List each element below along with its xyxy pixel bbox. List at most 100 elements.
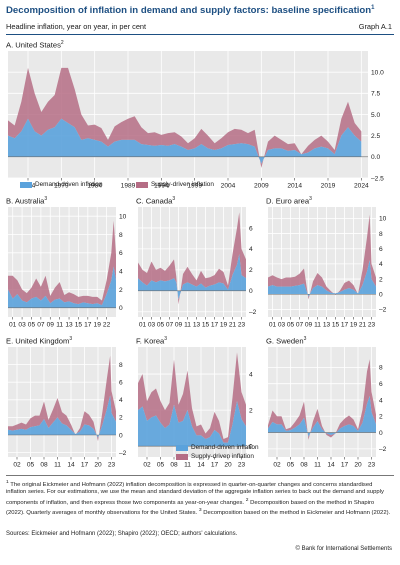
ytick-label-ea: 4 [379,261,383,268]
xtick-label-us: 2024 [354,183,369,190]
ytick-label-us: 2.5 [371,133,380,140]
xtick-label-se: 11 [314,462,321,469]
xtick-label-uk: 23 [108,462,116,469]
panel-title-se-text: G. Sweden [266,336,304,346]
panel-note-uk: 3 [69,336,73,342]
copyright: © Bank for International Settlements [295,546,392,552]
xtick-label-ca: 19 [220,322,228,329]
panel-title-us-text: A. United States [6,40,61,50]
ytick-label-ca: 0 [249,288,253,295]
series-area-supply-uk [8,355,116,442]
footnotes: 1 The original Eickmeier and Hofmann (20… [6,479,392,518]
xtick-label-se: 14 [327,462,335,469]
xtick-label-ca: 23 [238,322,246,329]
xtick-label-uk: 14 [67,462,75,469]
series-area-demand-au [8,266,116,308]
xtick-label-ca: 21 [229,322,237,329]
xtick-label-ca: 11 [184,322,191,329]
legend-supply-us: Supply-driven inflation [136,181,214,188]
plot-area-ca [138,207,246,317]
panel-note-au: 3 [44,196,48,202]
xtick-label-ea: 13 [323,322,331,329]
legend-label-supply-2: Supply-driven inflation [191,453,254,460]
xtick-label-ea: 17 [341,322,349,329]
footnote-3: Decomposition based on the method in Eic… [203,510,391,517]
panel-title-se: G. Sweden3 [266,336,306,346]
ytick-label-uk: –2 [119,450,127,457]
footnote-rule [6,475,394,476]
xtick-label-ea: 05 [287,322,295,329]
xtick-label-kr: 14 [197,462,205,469]
xtick-label-us: 1984 [87,183,102,190]
legend-label-supply: Supply-driven inflation [151,181,214,188]
xtick-label-au: 07 [37,322,45,329]
ytick-label-us: 0.0 [371,154,380,161]
xtick-label-au: 19 [94,322,102,329]
plot-area-uk [8,347,116,457]
chart-title-text: Decomposition of inflation in demand and… [6,5,372,17]
panel-title-au: B. Australia3 [6,196,47,206]
xtick-label-ea: 15 [332,322,340,329]
ytick-label-se: 2 [379,414,383,421]
ytick-label-us: –2.5 [371,175,384,182]
xtick-label-ca: 17 [211,322,219,329]
header-rule [6,34,394,35]
ytick-label-kr: 2 [249,407,253,414]
series-area-supply-us [8,67,362,168]
panel-title-kr: F. Korea3 [136,336,167,346]
xtick-label-se: 17 [341,462,349,469]
panel-title-ea-text: D. Euro area [266,196,310,206]
sources: Sources: Eickmeier and Hofmann (2022); S… [6,531,238,537]
ytick-label-se: 4 [379,397,383,404]
ytick-label-uk: 8 [119,362,123,369]
panel-title-ca: C. Canada3 [136,196,175,206]
chart-title: Decomposition of inflation in demand and… [6,5,375,16]
panel-title-au-text: B. Australia [6,196,45,206]
panel-title-kr-text: F. Korea [136,336,165,346]
ytick-label-au: 10 [119,213,127,220]
series-area-supply-kr [138,352,246,443]
ytick-label-se: –2 [379,446,387,453]
ytick-label-se: 6 [379,381,383,388]
footnote-2: Decomposition based on the method in Sha… [6,499,375,517]
xtick-label-se: 20 [354,462,362,469]
ytick-label-ca: 6 [249,225,253,232]
graph-id: Graph A.1 [358,22,392,31]
ytick-label-ea: –2 [379,307,387,314]
xtick-label-us: 2019 [321,183,336,190]
ytick-label-uk: 4 [119,397,123,404]
xtick-label-au: 09 [47,322,55,329]
title-footnote-mark: 1 [371,5,375,11]
xtick-label-se: 23 [368,462,376,469]
xtick-label-ca: 03 [148,322,156,329]
xtick-label-kr: 17 [211,462,219,469]
ytick-label-au: 2 [119,287,123,294]
fn2-mark: 2 [245,497,249,503]
xtick-label-ea: 09 [305,322,313,329]
ytick-label-us: 7.5 [371,91,380,98]
xtick-label-au: 22 [103,322,111,329]
panel-note-ea: 3 [309,196,312,202]
panel-note-us: 2 [60,40,64,46]
xtick-label-au: 03 [18,322,26,329]
panel-note-ca: 3 [172,196,176,202]
ytick-label-ea: 8 [379,231,383,238]
xtick-label-ca: 01 [139,322,147,329]
ytick-label-ca: 2 [249,267,253,274]
xtick-label-ea: 23 [368,322,376,329]
panel-title-ea: D. Euro area3 [266,196,312,206]
ytick-label-ea: 2 [379,276,383,283]
ytick-label-us: 5.0 [371,112,380,119]
legend-swatch-supply [136,181,148,188]
ytick-label-uk: 2 [119,415,123,422]
xtick-label-ca: 05 [157,322,165,329]
xtick-label-kr: 05 [157,462,165,469]
xtick-label-ca: 15 [202,322,210,329]
xtick-label-au: 11 [56,322,63,329]
panel-title-uk: E. United Kingdom3 [6,336,72,346]
plot-area-ea [268,207,376,317]
xtick-label-us: 2014 [287,183,302,190]
xtick-label-uk: 08 [40,462,48,469]
ytick-label-kr: 0 [249,443,253,450]
